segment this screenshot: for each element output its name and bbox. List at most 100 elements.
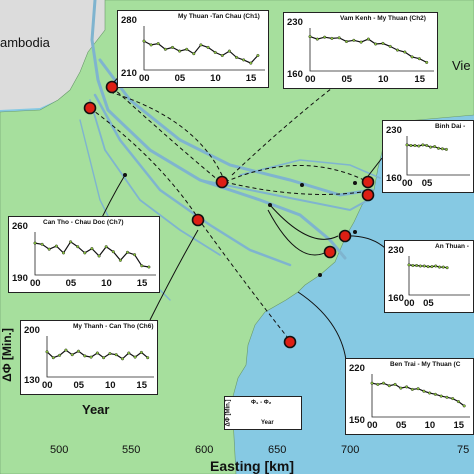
data-point — [199, 43, 203, 47]
data-point — [395, 48, 399, 52]
data-point — [330, 36, 334, 40]
data-point — [445, 266, 449, 270]
data-point — [47, 247, 51, 251]
data-point — [89, 355, 93, 359]
data-point — [156, 42, 160, 46]
series-line — [34, 240, 149, 268]
inset-x-tick: 05 — [73, 380, 85, 391]
inset-x-tick: 00 — [305, 74, 316, 85]
inset-x-tick: 15 — [453, 420, 465, 431]
cambodia-land — [0, 0, 105, 110]
inset-x-tick: 00 — [139, 73, 150, 84]
data-point — [83, 354, 87, 358]
inset-y-min: 150 — [349, 415, 365, 426]
data-point — [213, 50, 217, 54]
data-point — [415, 264, 419, 268]
station-marker — [361, 188, 375, 202]
data-point — [387, 384, 391, 388]
inset-y-min: 190 — [12, 273, 28, 284]
inset-x-tick: 05 — [65, 278, 77, 289]
inset-ben-trai: Ben Trai - My Thuan (C 220 150 00 05 10 15 — [345, 358, 474, 435]
data-point — [359, 40, 363, 44]
data-point — [308, 35, 312, 39]
inset-y-min: 160 — [287, 69, 303, 80]
x-axis-label: Easting [km] — [210, 458, 295, 474]
data-point — [352, 38, 356, 42]
data-point — [418, 264, 422, 268]
inset-plot — [370, 374, 470, 418]
data-point — [192, 52, 196, 56]
inset-x-tick: 15 — [414, 74, 425, 85]
legend-small-xlabel: Year — [261, 420, 274, 426]
x-tick-700: 700 — [341, 444, 360, 456]
legend-small-box: ΔΦ [Min.] Φ₁ - Φ₂ Year — [224, 396, 302, 430]
data-point — [451, 397, 455, 401]
data-point — [393, 382, 397, 386]
data-point — [51, 356, 55, 360]
data-point — [410, 55, 414, 59]
inset-x-tick: 00 — [404, 298, 415, 309]
inset-x-tick: 05 — [421, 178, 433, 189]
legend-small-ylabel: ΔΦ [Min.] — [225, 399, 232, 427]
inset-x-tick: 00 — [367, 420, 378, 431]
inset-y-max: 280 — [121, 15, 137, 26]
inset-plot — [33, 232, 156, 276]
data-point — [242, 58, 246, 62]
data-point — [149, 43, 153, 47]
data-point — [146, 356, 150, 360]
x-tick-75: 75 — [457, 444, 470, 456]
data-point — [428, 391, 432, 395]
inset-axes — [143, 26, 265, 71]
data-point — [399, 386, 403, 390]
station-marker — [191, 213, 205, 227]
data-point — [140, 264, 144, 268]
inset-x-tick: 10 — [101, 278, 112, 289]
station-marker — [105, 80, 119, 94]
inset-ch6: My Thanh - Can Tho (Ch6) 200 130 00 05 10 15 — [20, 320, 158, 395]
inset-x-tick: 00 — [42, 380, 53, 391]
data-point — [70, 353, 74, 357]
inset-x-tick: 10 — [104, 380, 116, 391]
legend-xlabel: Year — [82, 402, 110, 417]
inset-x-tick: 05 — [423, 298, 434, 309]
data-point — [438, 265, 442, 269]
data-point — [370, 381, 374, 385]
vietnam-label: Vie — [452, 58, 471, 73]
data-point — [422, 264, 426, 268]
x-tick-550: 550 — [122, 444, 141, 456]
data-point — [417, 57, 421, 61]
data-point — [163, 47, 167, 51]
inset-plot — [407, 256, 470, 296]
inset-x-tick: 15 — [245, 73, 257, 84]
data-point — [185, 47, 189, 51]
data-point — [64, 348, 68, 352]
inset-axes — [309, 28, 434, 72]
station-marker — [83, 101, 97, 115]
data-point — [104, 245, 108, 249]
data-point — [434, 264, 438, 268]
data-point — [120, 357, 124, 361]
inset-plot — [45, 336, 154, 378]
data-point — [127, 351, 131, 355]
data-point — [90, 247, 94, 251]
data-point — [345, 40, 349, 44]
inset-x-tick: 15 — [136, 380, 147, 391]
data-point — [411, 264, 415, 268]
inset-plot — [405, 136, 470, 176]
data-point — [409, 144, 413, 148]
series-line — [371, 382, 465, 407]
station-marker — [283, 335, 297, 349]
inset-x-tick: 10 — [377, 74, 389, 85]
data-point — [114, 353, 118, 357]
data-point — [58, 353, 62, 357]
data-point — [421, 143, 425, 147]
data-point — [337, 36, 341, 40]
station-marker — [323, 245, 337, 259]
data-point — [102, 356, 106, 360]
data-point — [437, 146, 441, 150]
data-point — [40, 242, 44, 246]
inset-an-thuan: An Thuan - 230 160 00 05 — [384, 240, 474, 313]
data-point — [456, 400, 460, 404]
legend-ylabel: ΔΦ [Min.] — [0, 328, 14, 382]
data-point — [376, 382, 380, 386]
